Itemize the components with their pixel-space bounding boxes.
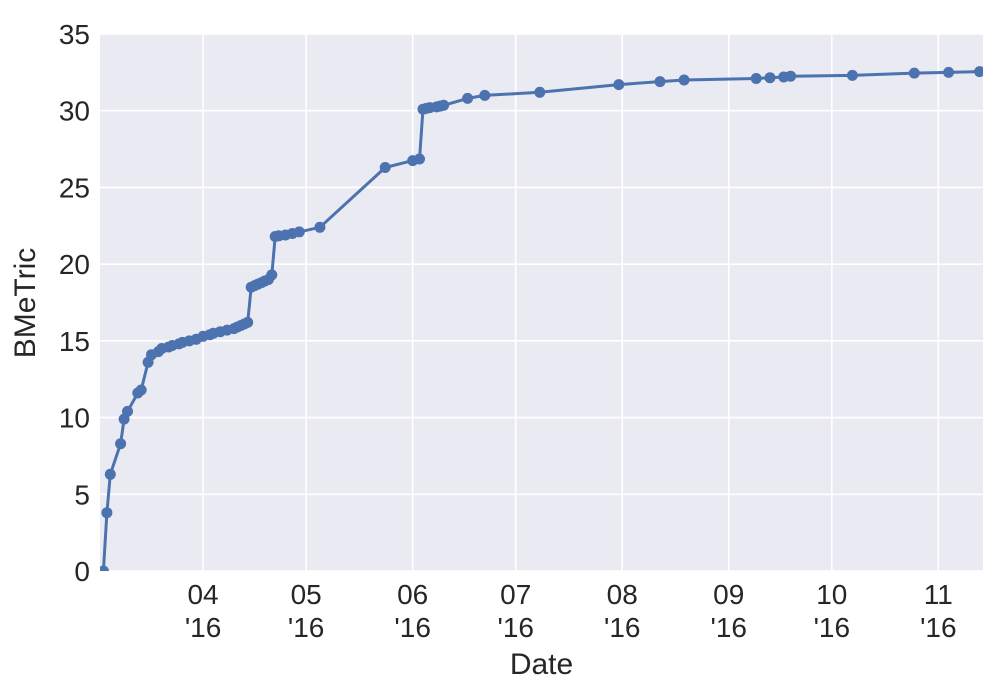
- data-point: [104, 468, 116, 480]
- data-point: [613, 79, 625, 91]
- y-axis-label: BMeTric: [9, 247, 42, 359]
- x-tick-label-month: 04: [187, 579, 218, 610]
- data-point: [908, 67, 920, 79]
- data-point: [242, 316, 254, 328]
- x-tick-label-year: '16: [920, 612, 957, 643]
- data-point: [293, 226, 305, 238]
- data-point: [479, 89, 491, 101]
- y-tick-label: 0: [74, 556, 90, 587]
- y-tick-label: 5: [74, 479, 90, 510]
- x-tick-label-year: '16: [288, 612, 325, 643]
- data-point: [846, 69, 858, 81]
- x-tick-label-year: '16: [814, 612, 851, 643]
- data-point: [101, 507, 113, 519]
- data-point: [135, 384, 147, 396]
- y-tick-label: 10: [59, 403, 90, 434]
- x-tick-label-month: 10: [816, 579, 847, 610]
- data-point: [438, 99, 450, 111]
- y-tick-label: 30: [59, 96, 90, 127]
- data-point: [974, 66, 983, 78]
- data-point: [100, 565, 109, 571]
- x-tick-label-year: '16: [185, 612, 222, 643]
- data-point: [122, 405, 133, 417]
- y-tick-label: 15: [59, 326, 90, 357]
- data-point: [462, 92, 474, 104]
- data-point: [379, 162, 391, 173]
- data-point: [678, 74, 690, 86]
- plot-background: [100, 34, 983, 571]
- data-point: [785, 70, 797, 82]
- data-point: [534, 86, 546, 98]
- x-tick-label-year: '16: [711, 612, 748, 643]
- x-tick-label-month: 07: [500, 579, 531, 610]
- data-point: [943, 66, 955, 78]
- y-tick-label: 25: [59, 172, 90, 203]
- data-series-group: [100, 66, 983, 571]
- x-tick-label-year: '16: [604, 612, 641, 643]
- data-point: [654, 76, 666, 88]
- data-point: [750, 73, 762, 84]
- data-point: [115, 438, 127, 450]
- x-tick-label-year: '16: [497, 612, 534, 643]
- data-point: [764, 72, 776, 84]
- data-point: [414, 153, 425, 165]
- y-tick-label: 35: [59, 19, 90, 50]
- x-tick-label-month: 08: [607, 579, 638, 610]
- x-tick-label-year: '16: [394, 612, 431, 643]
- data-point: [314, 221, 326, 233]
- y-tick-label: 20: [59, 249, 90, 280]
- x-axis-label: Date: [509, 648, 574, 681]
- data-point: [266, 269, 278, 281]
- x-tick-label-month: 11: [924, 579, 953, 610]
- x-tick-label-month: 09: [713, 579, 744, 610]
- x-tick-label-month: 06: [397, 579, 428, 610]
- x-tick-label-month: 05: [291, 579, 322, 610]
